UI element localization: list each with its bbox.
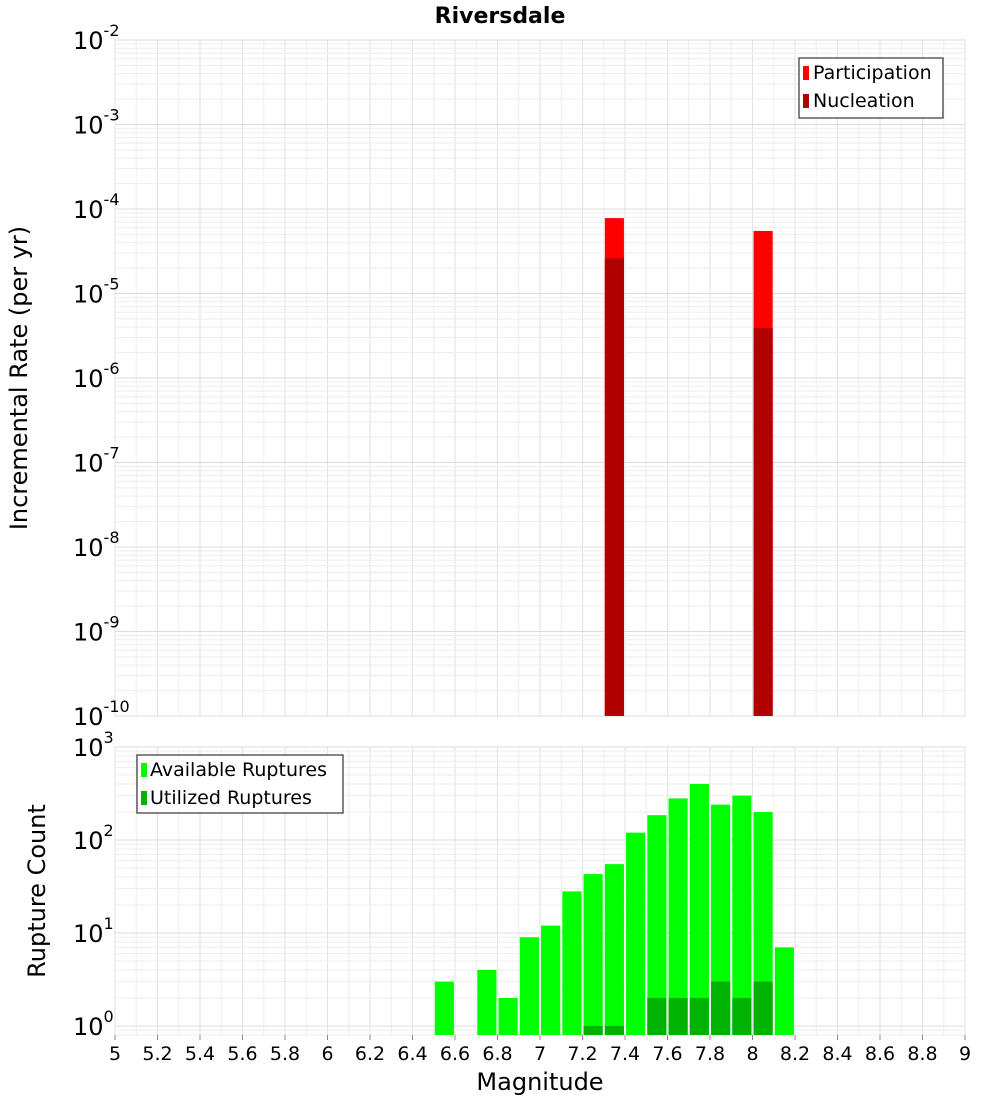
bar-utilized-ruptures: [753, 981, 773, 1035]
x-tick-label: 7.8: [695, 1043, 725, 1065]
bar-available-ruptures: [689, 784, 709, 1035]
bottom-legend-box: [136, 754, 344, 814]
bar-utilized-ruptures: [583, 1025, 603, 1035]
top-grid: [114, 39, 966, 717]
bar-available-ruptures: [541, 925, 561, 1035]
y-tick-label: 10-2: [73, 21, 120, 55]
legend-swatch-participation: [803, 66, 809, 80]
x-tick-label: 7.4: [610, 1043, 640, 1065]
legend-swatch-nucleation: [803, 94, 809, 108]
bottom-y-ticks: 100 101 102 103: [73, 728, 114, 1041]
x-tick-label: 7: [534, 1043, 546, 1065]
bar-available-ruptures: [626, 832, 646, 1035]
legend-label-available-ruptures: Available Ruptures: [150, 759, 327, 781]
x-tick-label: 7.6: [652, 1043, 682, 1065]
x-tick-label: 6.2: [355, 1043, 385, 1065]
bar-available-ruptures: [732, 795, 752, 1035]
y-tick-label: 101: [73, 914, 114, 948]
bar-nucleation: [753, 328, 773, 716]
legend-label-participation: Participation: [813, 62, 932, 84]
x-tick-label: 8.8: [907, 1043, 937, 1065]
top-y-ticks: 10-10 10-9 10-8 10-7 10-6 10-5 10-4 10-3 10-2: [73, 21, 130, 731]
x-tick-label: 6: [321, 1043, 333, 1065]
y-tick-label: 10-8: [73, 528, 120, 562]
bar-available-ruptures: [753, 812, 773, 1035]
legend-label-nucleation: Nucleation: [813, 90, 915, 112]
x-tick-label: 5.6: [227, 1043, 257, 1065]
bar-utilized-ruptures: [668, 997, 688, 1035]
bar-available-ruptures: [498, 997, 518, 1035]
chart-title: Riversdale: [435, 4, 566, 29]
x-tick-label: 6.4: [397, 1043, 427, 1065]
bar-available-ruptures: [647, 815, 667, 1035]
bar-available-ruptures: [774, 947, 794, 1035]
y-tick-label: 102: [73, 821, 114, 855]
legend-swatch-available-ruptures: [141, 763, 147, 777]
bar-available-ruptures: [434, 981, 454, 1035]
y-tick-label: 10-5: [73, 275, 120, 309]
bar-utilized-ruptures: [604, 1025, 624, 1035]
x-tick-label: 6.6: [440, 1043, 470, 1065]
bar-available-ruptures: [711, 804, 731, 1035]
bar-available-ruptures: [519, 937, 539, 1035]
y-tick-label: 10-9: [73, 613, 120, 647]
bar-available-ruptures: [604, 864, 624, 1035]
x-axis-label: Magnitude: [476, 1068, 603, 1096]
bottom-y-axis-label: Rupture Count: [23, 804, 51, 978]
y-tick-label: 10-4: [73, 190, 120, 224]
x-tick-label: 5.2: [142, 1043, 172, 1065]
top-legend-box: [798, 57, 944, 119]
x-tick-label: 8: [746, 1043, 758, 1065]
bottom-legend: Available Ruptures Utilized Ruptures: [136, 754, 344, 814]
bar-available-ruptures: [477, 969, 497, 1035]
bottom-bars: [434, 784, 794, 1035]
x-tick-label: 6.8: [482, 1043, 512, 1065]
bar-available-ruptures: [583, 874, 603, 1035]
x-tick-label: 8.2: [780, 1043, 810, 1065]
x-tick-label: 5.4: [185, 1043, 215, 1065]
x-tick-label: 8.4: [822, 1043, 852, 1065]
bottom-panel: 100 101 102 103 5 5.2 5.4 5.6 5.8 6 6.2 6.4 6.6 6.8 7…: [23, 728, 971, 1096]
x-tick-label: 5: [109, 1043, 121, 1065]
bar-available-ruptures: [562, 891, 582, 1035]
bar-utilized-ruptures: [689, 997, 709, 1035]
top-y-axis-label: Incremental Rate (per yr): [5, 226, 33, 530]
bar-utilized-ruptures: [732, 997, 752, 1035]
top-legend: Participation Nucleation: [798, 57, 944, 119]
y-tick-label: 103: [73, 728, 114, 762]
legend-label-utilized-ruptures: Utilized Ruptures: [150, 787, 312, 809]
legend-swatch-utilized-ruptures: [141, 791, 147, 805]
x-tick-label: 8.6: [865, 1043, 895, 1065]
bar-utilized-ruptures: [647, 997, 667, 1035]
x-tick-label: 5.8: [270, 1043, 300, 1065]
y-tick-label: 100: [73, 1007, 114, 1041]
y-tick-label: 10-7: [73, 444, 120, 478]
x-tick-label: 7.2: [567, 1043, 597, 1065]
y-tick-label: 10-6: [73, 359, 120, 393]
top-bars: [604, 218, 773, 717]
x-tick-label: 9: [959, 1043, 971, 1065]
x-ticks: 5 5.2 5.4 5.6 5.8 6 6.2 6.4 6.6 6.8 7 7.2 7.4 7.6 7.8 8…: [109, 1035, 971, 1065]
y-tick-label: 10-3: [73, 106, 120, 140]
bar-available-ruptures: [668, 798, 688, 1035]
bar-utilized-ruptures: [711, 981, 731, 1035]
top-panel: 10-10 10-9 10-8 10-7 10-6 10-5 10-4 10-3 10-2 In…: [5, 21, 966, 731]
bar-nucleation: [604, 258, 624, 716]
y-tick-label: 10-10: [73, 697, 130, 731]
